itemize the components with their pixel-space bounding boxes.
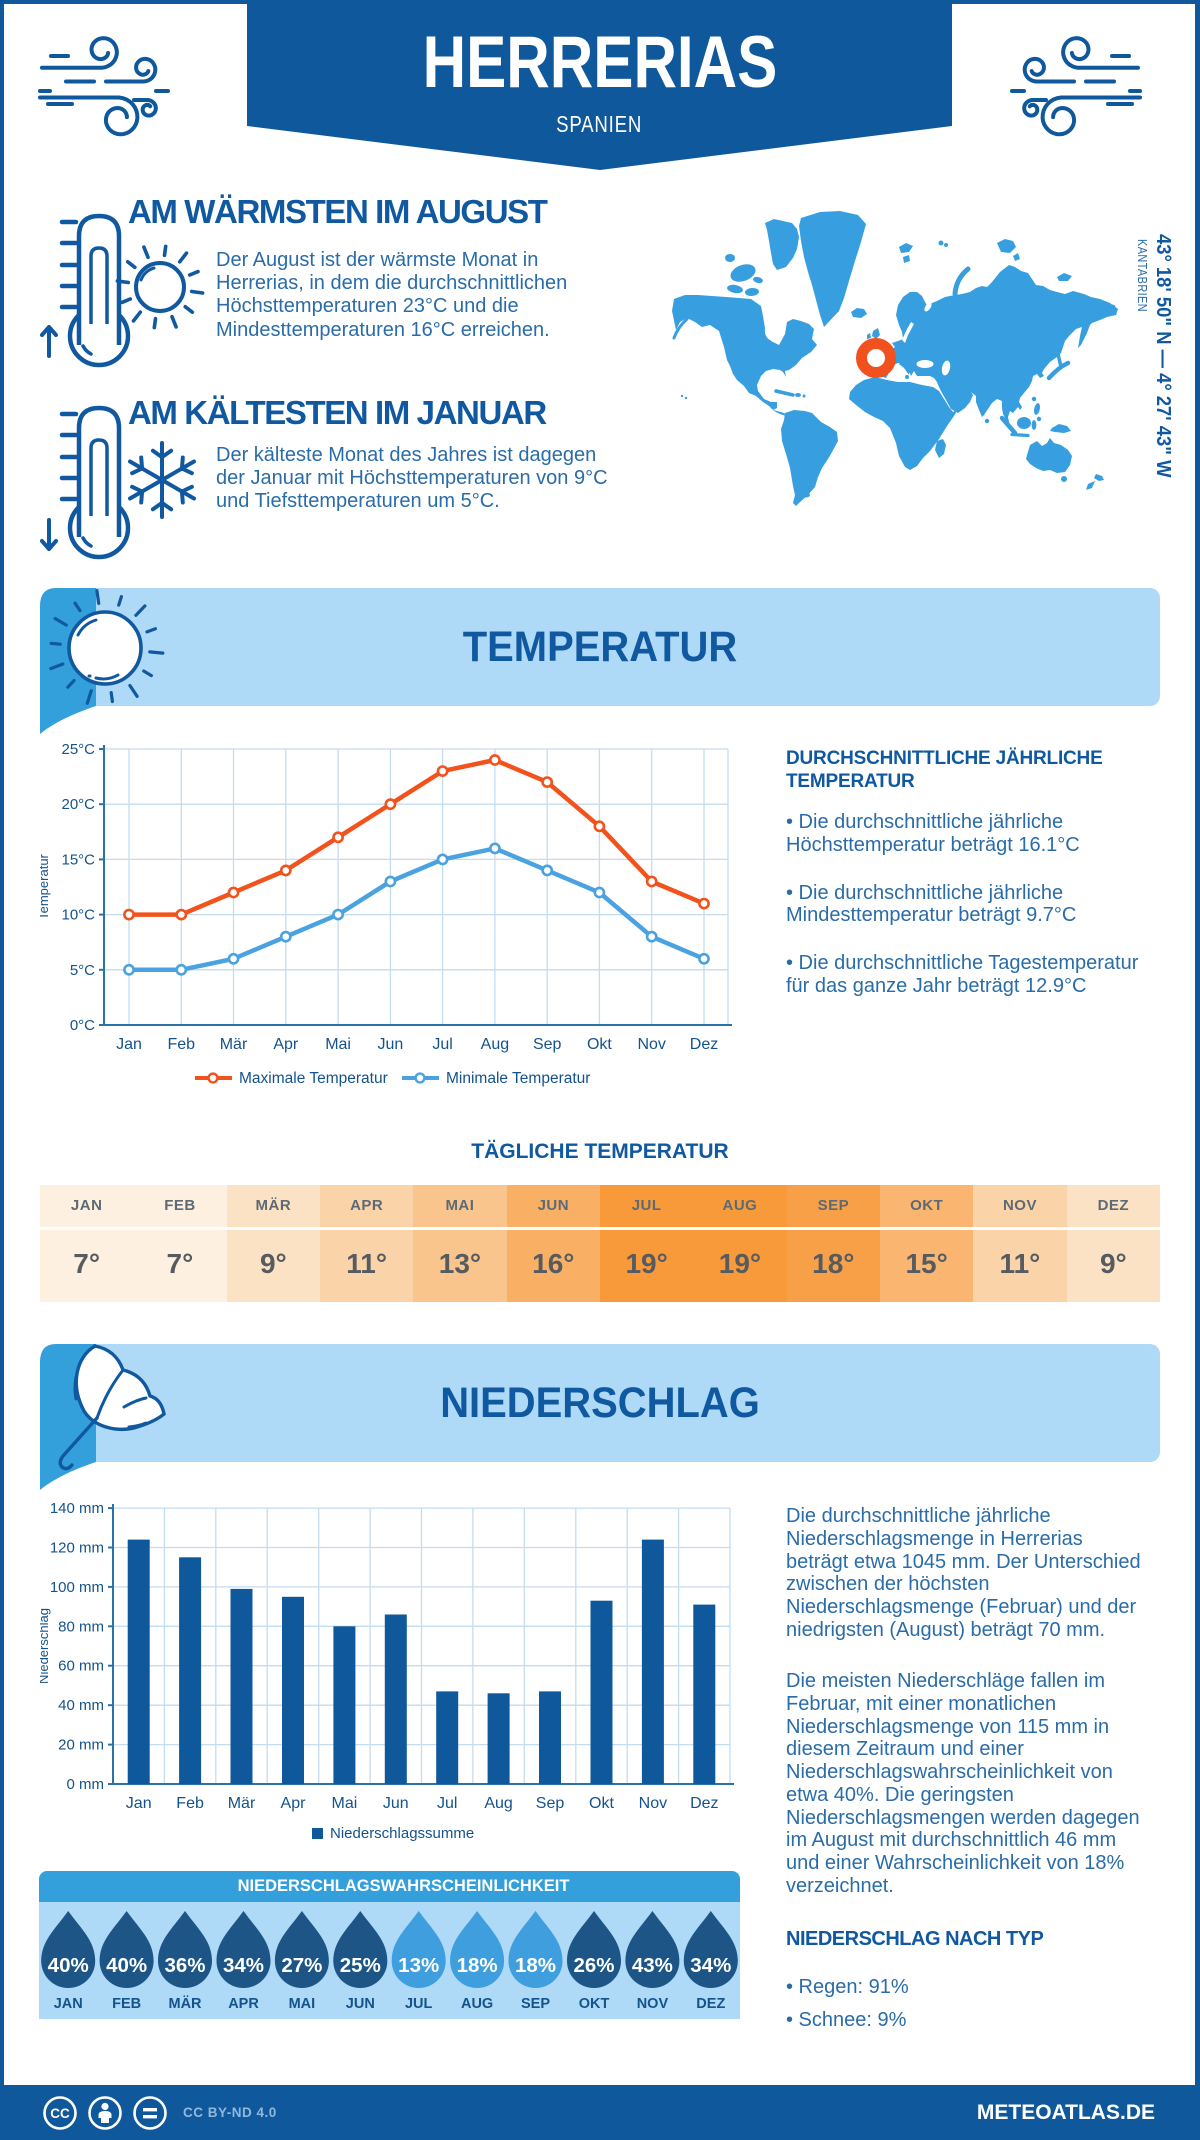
svg-text:40 mm: 40 mm bbox=[58, 1697, 104, 1714]
svg-text:34%: 34% bbox=[690, 1954, 731, 1977]
svg-text:Aug: Aug bbox=[484, 1795, 512, 1812]
svg-text:MÄR: MÄR bbox=[168, 1995, 202, 2012]
svg-text:Dez: Dez bbox=[690, 1795, 718, 1812]
svg-text:60 mm: 60 mm bbox=[58, 1658, 104, 1675]
svg-text:43%: 43% bbox=[632, 1954, 673, 1977]
svg-text:Feb: Feb bbox=[168, 1036, 196, 1053]
svg-text:AUG: AUG bbox=[461, 1996, 493, 2012]
svg-text:SEP: SEP bbox=[521, 1996, 550, 2012]
svg-text:Okt: Okt bbox=[587, 1036, 612, 1053]
svg-text:Mai: Mai bbox=[332, 1795, 358, 1812]
svg-text:Dez: Dez bbox=[690, 1036, 718, 1053]
svg-text:Niederschlag: Niederschlag bbox=[40, 1608, 51, 1684]
svg-text:Jan: Jan bbox=[126, 1795, 152, 1812]
svg-text:80 mm: 80 mm bbox=[58, 1618, 104, 1635]
svg-text:Sep: Sep bbox=[533, 1036, 562, 1053]
svg-text:27%: 27% bbox=[281, 1954, 322, 1977]
svg-text:FEB: FEB bbox=[112, 1996, 141, 2012]
svg-text:CC: CC bbox=[50, 2106, 70, 2121]
svg-text:OKT: OKT bbox=[579, 1996, 610, 2012]
svg-text:Aug: Aug bbox=[481, 1036, 509, 1053]
svg-text:Minimale Temperatur: Minimale Temperatur bbox=[446, 1070, 590, 1087]
svg-text:Mai: Mai bbox=[325, 1036, 351, 1053]
svg-text:13%: 13% bbox=[398, 1954, 439, 1977]
svg-text:Mär: Mär bbox=[220, 1036, 248, 1053]
svg-text:10°C: 10°C bbox=[61, 907, 95, 924]
svg-text:Apr: Apr bbox=[281, 1795, 307, 1812]
svg-text:Jan: Jan bbox=[116, 1036, 142, 1053]
svg-text:Jul: Jul bbox=[437, 1795, 457, 1812]
svg-text:Jun: Jun bbox=[383, 1795, 409, 1812]
svg-text:JUL: JUL bbox=[405, 1996, 433, 2012]
svg-text:JAN: JAN bbox=[54, 1996, 83, 2012]
svg-text:Niederschlagssumme: Niederschlagssumme bbox=[330, 1825, 474, 1842]
svg-text:0°C: 0°C bbox=[70, 1017, 95, 1034]
svg-text:5°C: 5°C bbox=[70, 962, 95, 979]
svg-text:40%: 40% bbox=[48, 1954, 89, 1977]
svg-text:Jun: Jun bbox=[378, 1036, 404, 1053]
svg-text:Sep: Sep bbox=[536, 1795, 565, 1812]
svg-text:Jul: Jul bbox=[432, 1036, 452, 1053]
svg-text:DEZ: DEZ bbox=[696, 1996, 725, 2012]
svg-text:Apr: Apr bbox=[273, 1036, 299, 1053]
svg-text:20°C: 20°C bbox=[61, 796, 95, 813]
svg-text:Feb: Feb bbox=[176, 1795, 204, 1812]
svg-text:NOV: NOV bbox=[637, 1996, 669, 2012]
svg-text:25°C: 25°C bbox=[61, 741, 95, 758]
svg-text:18%: 18% bbox=[457, 1954, 498, 1977]
svg-text:26%: 26% bbox=[573, 1954, 614, 1977]
svg-text:Mär: Mär bbox=[228, 1795, 256, 1812]
svg-text:JUN: JUN bbox=[346, 1996, 375, 2012]
svg-text:0 mm: 0 mm bbox=[67, 1776, 105, 1793]
svg-text:Nov: Nov bbox=[637, 1036, 665, 1053]
svg-text:Okt: Okt bbox=[589, 1795, 614, 1812]
svg-text:15°C: 15°C bbox=[61, 851, 95, 868]
svg-text:20 mm: 20 mm bbox=[58, 1737, 104, 1754]
svg-text:25%: 25% bbox=[340, 1954, 381, 1977]
svg-text:36%: 36% bbox=[164, 1954, 205, 1977]
svg-text:140 mm: 140 mm bbox=[50, 1500, 104, 1517]
svg-text:18%: 18% bbox=[515, 1954, 556, 1977]
svg-text:100 mm: 100 mm bbox=[50, 1579, 104, 1596]
svg-text:40%: 40% bbox=[106, 1954, 147, 1977]
svg-text:34%: 34% bbox=[223, 1954, 264, 1977]
svg-text:Nov: Nov bbox=[639, 1795, 667, 1812]
svg-text:120 mm: 120 mm bbox=[50, 1540, 104, 1557]
svg-text:Maximale Temperatur: Maximale Temperatur bbox=[239, 1070, 388, 1087]
svg-text:MAI: MAI bbox=[289, 1996, 316, 2012]
svg-text:Temperatur: Temperatur bbox=[40, 853, 51, 919]
svg-text:APR: APR bbox=[228, 1996, 259, 2012]
